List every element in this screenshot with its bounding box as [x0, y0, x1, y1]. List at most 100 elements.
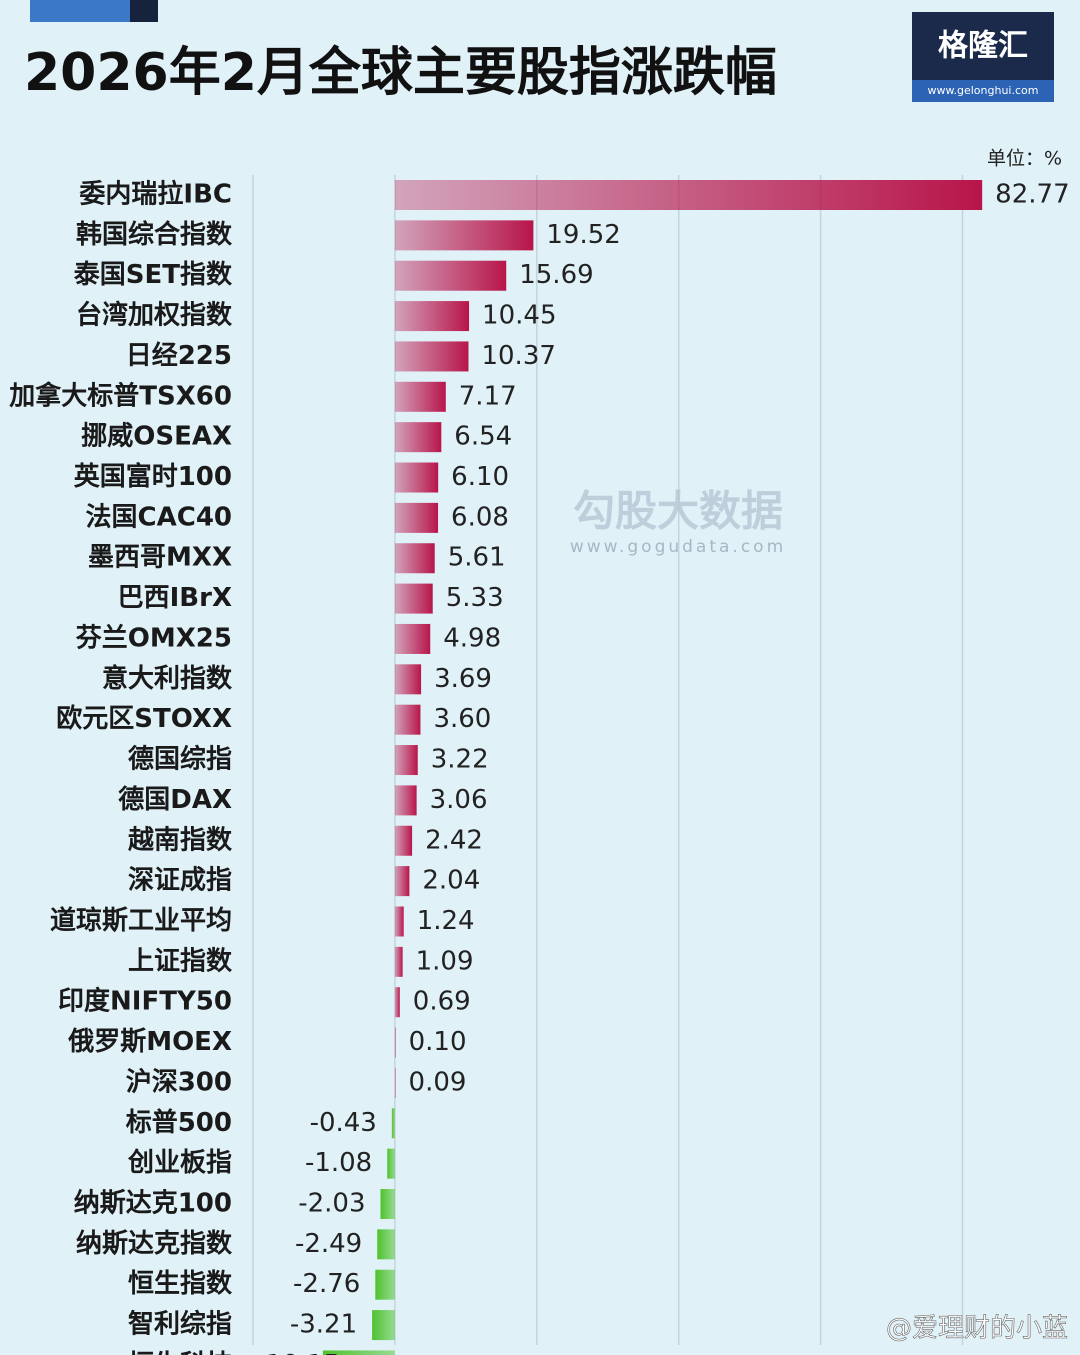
- value-label: -2.03: [298, 1189, 365, 1219]
- category-label: 加拿大标普TSX60: [9, 380, 232, 411]
- category-label: 台湾加权指数: [76, 300, 233, 331]
- value-label: 82.77: [995, 180, 1069, 210]
- category-label: 法国CAC40: [86, 502, 232, 532]
- value-label: -2.76: [293, 1269, 360, 1299]
- value-label: 7.17: [459, 381, 517, 411]
- unit-label: 单位：%: [987, 148, 1062, 170]
- logo-bar: [912, 80, 1054, 102]
- category-label: 德国综指: [128, 744, 232, 775]
- value-label: -3.21: [290, 1310, 357, 1340]
- bar: [394, 825, 413, 856]
- category-label: 创业板指: [127, 1148, 232, 1178]
- bar: [372, 1310, 395, 1341]
- value-label: 5.33: [446, 583, 504, 613]
- bar: [322, 1350, 395, 1355]
- bar: [387, 1148, 395, 1179]
- bar: [394, 906, 404, 937]
- value-label: 3.22: [431, 745, 489, 775]
- category-label: 意大利指数: [102, 663, 233, 694]
- bar: [394, 664, 422, 695]
- category-label: 俄罗斯MOEX: [67, 1027, 232, 1057]
- category-label: 智利综指: [128, 1309, 232, 1340]
- category-label: 泰国SET指数: [74, 260, 233, 290]
- category-label: 巴西IBrX: [118, 583, 232, 613]
- bar: [394, 583, 433, 614]
- bar: [394, 543, 435, 574]
- category-label: 欧元区STOXX: [56, 703, 232, 734]
- category-label: 英国富时100: [74, 461, 232, 492]
- bar: [394, 301, 470, 332]
- bar: [394, 785, 417, 816]
- bar: [394, 180, 983, 210]
- category-label: 纳斯达克指数: [76, 1228, 233, 1259]
- bar: [394, 745, 418, 776]
- value-label: 1.09: [416, 946, 474, 976]
- bar: [394, 1067, 396, 1098]
- decor: [30, 0, 130, 22]
- bar: [391, 1108, 395, 1139]
- bar: [394, 381, 446, 412]
- value-label: 2.42: [425, 825, 483, 855]
- value-label: 3.60: [433, 704, 491, 734]
- bar: [380, 1189, 395, 1219]
- bar: [394, 704, 421, 735]
- value-label: -10.15: [256, 1350, 340, 1355]
- value-label: 10.45: [482, 301, 556, 331]
- value-label: -1.08: [305, 1148, 372, 1178]
- bar: [394, 341, 469, 372]
- bar: [394, 260, 507, 291]
- category-label: 标普500: [126, 1107, 232, 1138]
- plot: 委内瑞拉IBC 82.77 韩国综合指数 19.52 泰国SET指数 15.69 台湾加权指…: [9, 175, 1070, 1355]
- category-label: 日经225: [126, 340, 232, 371]
- bar: [394, 623, 431, 654]
- category-label: 纳斯达克100: [74, 1188, 232, 1219]
- value-label: 0.10: [409, 1027, 467, 1057]
- bar: [394, 220, 534, 251]
- bar: [375, 1269, 395, 1300]
- value-label: 6.54: [454, 422, 512, 452]
- value-label: -2.49: [295, 1229, 362, 1259]
- logo-name: 格隆汇: [938, 29, 1028, 64]
- value-label: 5.61: [448, 543, 506, 573]
- value-label: 3.69: [434, 664, 492, 694]
- chart-title: 2026年2月全球主要股指涨跌幅: [24, 43, 777, 103]
- value-label: 1.24: [417, 906, 475, 936]
- value-label: 6.08: [451, 502, 509, 532]
- category-label: 韩国综合指数: [76, 219, 233, 250]
- logo-url: www.gelonghui.com: [928, 84, 1039, 97]
- decor: [130, 0, 158, 22]
- category-label: 沪深300: [126, 1067, 232, 1097]
- bar: [394, 987, 400, 1018]
- bar: [394, 1027, 396, 1058]
- category-label: 上证指数: [128, 946, 233, 976]
- category-label: 挪威OSEAX: [81, 421, 232, 452]
- bar: [394, 502, 439, 533]
- value-label: 4.98: [443, 623, 501, 653]
- bar: [394, 946, 403, 977]
- category-label: 印度NIFTY50: [58, 986, 232, 1017]
- value-label: 3.06: [430, 785, 488, 815]
- value-label: 0.09: [409, 1067, 467, 1097]
- watermark-url: www.gogudata.com: [570, 537, 786, 557]
- value-label: -0.43: [310, 1108, 377, 1138]
- category-label: 恒生指数: [128, 1269, 233, 1299]
- category-label: 深证成指: [128, 866, 232, 896]
- category-label: 德国DAX: [118, 785, 232, 815]
- category-label: 墨西哥MXX: [88, 543, 232, 573]
- bar: [394, 462, 439, 493]
- bar: [394, 866, 410, 897]
- bar: [377, 1229, 395, 1260]
- value-label: 10.37: [481, 341, 555, 371]
- category-label: 芬兰OMX25: [76, 623, 232, 653]
- category-label: 委内瑞拉IBC: [79, 179, 232, 210]
- value-label: 15.69: [519, 260, 593, 290]
- category-label: 恒生科技: [128, 1350, 232, 1355]
- category-label: 越南指数: [128, 825, 233, 855]
- watermark-name: 勾股大数据: [573, 487, 783, 536]
- value-label: 6.10: [451, 462, 509, 492]
- bar: [394, 422, 442, 453]
- value-label: 2.04: [422, 866, 480, 896]
